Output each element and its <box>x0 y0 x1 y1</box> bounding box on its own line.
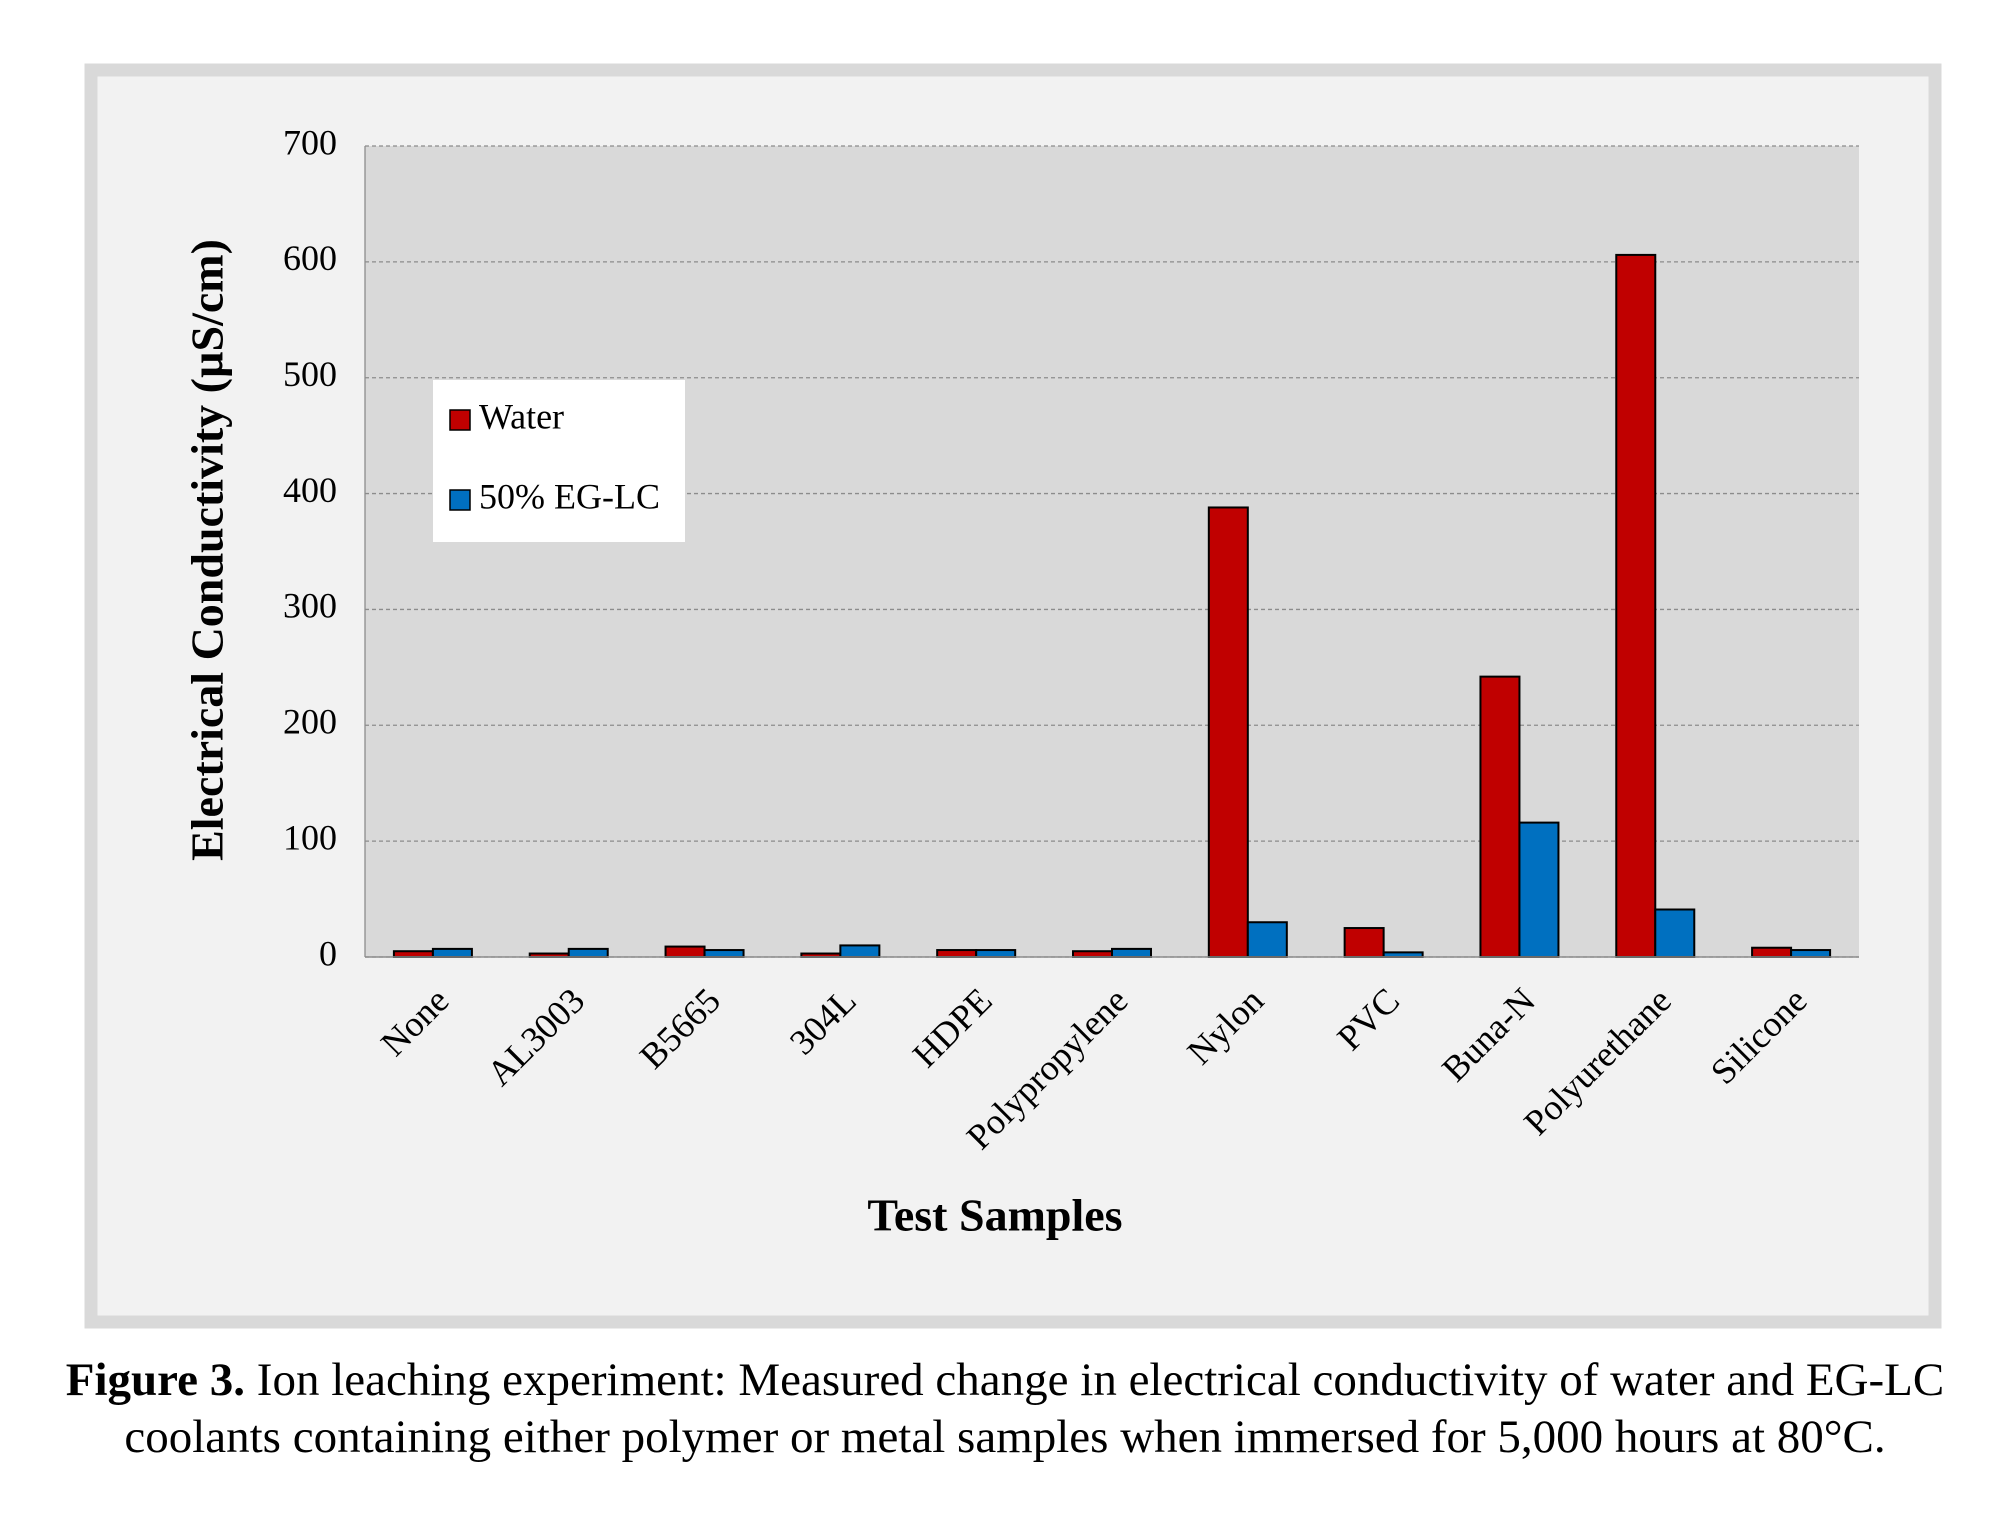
bar <box>1246 921 1288 958</box>
y-axis-title: Electrical Conductivity (µS/cm) <box>182 239 233 861</box>
legend-swatch <box>449 489 471 511</box>
bar <box>1790 949 1832 959</box>
bar <box>1111 947 1152 959</box>
bar <box>1479 675 1521 959</box>
caption-label: Figure 3. <box>65 1354 246 1406</box>
bar <box>839 944 881 959</box>
bar <box>567 947 609 959</box>
bar <box>703 949 745 959</box>
bar <box>936 949 978 959</box>
y-tick-label: 500 <box>283 354 337 394</box>
bar <box>1207 506 1249 958</box>
bar <box>431 947 473 959</box>
plot-area <box>365 146 1859 957</box>
y-tick-label: 100 <box>283 817 337 857</box>
bar <box>1343 927 1385 958</box>
x-axis-title: Test Samples <box>867 1190 1122 1241</box>
y-tick-label: 400 <box>283 470 337 510</box>
caption: Figure 3. Ion leaching experiment: Measu… <box>20 1352 1990 1466</box>
bar <box>1654 908 1696 959</box>
bar <box>664 945 706 959</box>
bar <box>1751 946 1793 959</box>
y-tick-label: 600 <box>283 238 337 278</box>
chart: Electrical Conductivity (µS/cm) Test Sam… <box>84 63 1942 1329</box>
bar <box>1072 950 1113 959</box>
bar <box>975 949 1017 959</box>
y-tick-label: 0 <box>319 933 337 973</box>
y-tick-label: 700 <box>283 122 337 162</box>
legend-label: 50% EG-LC <box>479 476 660 516</box>
y-tick-label: 300 <box>283 586 337 626</box>
legend-label: Water <box>479 396 564 436</box>
bar <box>392 950 434 959</box>
y-tick-label: 200 <box>283 702 337 742</box>
legend-swatch <box>449 409 471 431</box>
bar <box>1615 253 1657 959</box>
legend-box <box>433 380 685 542</box>
bar <box>1518 821 1560 958</box>
caption-text: Ion leaching experiment: Measured change… <box>124 1354 1945 1463</box>
